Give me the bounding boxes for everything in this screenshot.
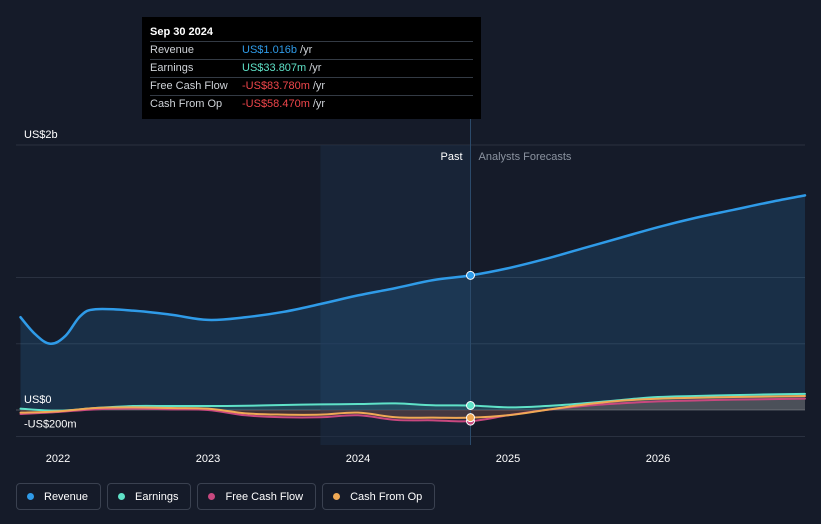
series-markers — [466, 270, 475, 426]
tooltip-label: Revenue — [150, 44, 195, 56]
x-tick-label: 2022 — [46, 453, 70, 465]
revenue-area — [20, 195, 805, 410]
tooltip-value: -US$83.780m — [242, 80, 310, 92]
forecast-label: Analysts Forecasts — [479, 151, 572, 163]
y-axis-labels: US$2b US$0 -US$200m — [24, 129, 77, 431]
tooltip-value: US$1.016b — [242, 44, 298, 56]
tooltip-row-free-cash-flow: Free Cash Flow -US$83.780m /yr — [150, 77, 473, 95]
free-cash-flow-line — [19, 397, 806, 423]
legend-item-cash-from-op[interactable]: Cash From Op — [322, 483, 436, 510]
tooltip-value: US$33.807m — [242, 62, 307, 74]
earnings-marker — [466, 400, 475, 410]
tooltip-row-earnings: Earnings US$33.807m /yr — [150, 59, 473, 77]
tooltip-label: Earnings — [150, 62, 194, 74]
legend-item-revenue[interactable]: Revenue — [16, 483, 102, 510]
past-label: Past — [440, 151, 462, 163]
tooltip-unit: /yr — [309, 62, 322, 74]
earnings-line — [19, 392, 806, 412]
cash-from-op-area — [20, 395, 805, 418]
cash-from-op-marker — [466, 413, 475, 423]
tooltip-label: Cash From Op — [150, 98, 223, 110]
y-tick-label: US$2b — [24, 129, 58, 141]
free-cash-flow-dot-icon — [208, 493, 216, 500]
revenue-line — [19, 194, 807, 345]
legend-label: Cash From Op — [350, 490, 423, 503]
tooltip-date: Sep 30 2024 — [150, 26, 213, 38]
legend-item-earnings[interactable]: Earnings — [107, 483, 192, 510]
legend-label: Revenue — [44, 490, 89, 503]
legend: Revenue Earnings Free Cash Flow Cash Fro… — [16, 483, 436, 510]
legend-item-free-cash-flow[interactable]: Free Cash Flow — [197, 483, 317, 510]
tooltip: Sep 30 2024 Revenue US$1.016b /yr Earnin… — [142, 17, 481, 119]
tooltip-value: -US$58.470m — [242, 98, 310, 110]
cash-from-op-dot-icon — [333, 493, 341, 500]
x-tick-label: 2026 — [646, 453, 670, 465]
x-tick-label: 2024 — [346, 453, 370, 465]
x-axis-labels: 2022 2023 2024 2025 2026 — [46, 453, 670, 465]
revenue-dot-icon — [27, 493, 34, 500]
y-tick-label: US$0 — [24, 394, 52, 406]
earnings-dot-icon — [118, 493, 126, 500]
series-lines — [19, 194, 807, 423]
legend-label: Earnings — [135, 490, 179, 503]
x-tick-label: 2023 — [196, 453, 220, 465]
tooltip-row-cash-from-op: Cash From Op -US$58.470m /yr — [150, 95, 473, 113]
x-tick-label: 2025 — [496, 453, 520, 465]
legend-label: Free Cash Flow — [225, 490, 304, 503]
tooltip-unit: /yr — [312, 80, 326, 92]
tooltip-label: Free Cash Flow — [150, 80, 228, 92]
tooltip-row-revenue: Revenue US$1.016b /yr — [150, 41, 473, 59]
tooltip-unit: /yr — [312, 98, 326, 110]
y-tick-label: -US$200m — [24, 419, 77, 431]
past-highlight-region — [320, 145, 471, 445]
tooltip-unit: /yr — [300, 44, 313, 56]
revenue-marker — [466, 270, 475, 280]
cash-from-op-line — [19, 394, 806, 419]
